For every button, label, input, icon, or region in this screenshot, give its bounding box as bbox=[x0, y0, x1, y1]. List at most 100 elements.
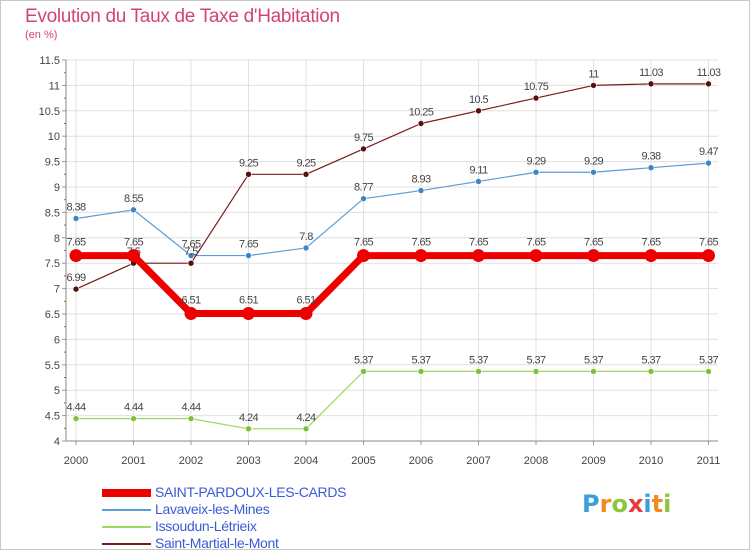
data-point-issoudun-l-trieix bbox=[360, 368, 367, 375]
data-label-issoudun-l-trieix: 5.37 bbox=[641, 354, 660, 366]
data-label-saint-pardoux-les-cards: 6.51 bbox=[296, 294, 315, 306]
y-tick-label: 6 bbox=[54, 334, 60, 346]
data-point-issoudun-l-trieix bbox=[647, 368, 655, 375]
data-label-saint-pardoux-les-cards: 7.65 bbox=[584, 237, 603, 249]
series-line-saint-pardoux-les-cards bbox=[76, 252, 709, 317]
data-label-lavaveix-les-mines: 7.8 bbox=[299, 231, 313, 243]
series-line-saint-martial-le-mont bbox=[75, 83, 709, 290]
series-line-lavaveix-les-mines bbox=[75, 162, 709, 257]
data-label-issoudun-l-trieix: 5.37 bbox=[354, 354, 373, 366]
data-point-saint-martial-le-mont bbox=[245, 171, 252, 178]
data-point-saint-pardoux-les-cards bbox=[644, 249, 658, 263]
data-label-lavaveix-les-mines: 9.29 bbox=[526, 155, 545, 167]
data-label-lavaveix-les-mines: 8.55 bbox=[124, 193, 143, 205]
data-label-issoudun-l-trieix: 5.37 bbox=[584, 354, 603, 366]
data-point-saint-pardoux-les-cards bbox=[69, 249, 83, 263]
x-tick-label: 2007 bbox=[466, 455, 490, 467]
data-label-lavaveix-les-mines: 9.47 bbox=[699, 146, 718, 158]
data-label-saint-martial-le-mont: 9.25 bbox=[296, 157, 315, 169]
data-point-lavaveix-les-mines bbox=[590, 168, 597, 176]
y-tick-label: 10 bbox=[48, 131, 60, 143]
logo-letter: t bbox=[651, 490, 664, 518]
logo-letter: o bbox=[611, 490, 628, 518]
x-tick-label: 2010 bbox=[639, 455, 663, 467]
chart-subtitle: (en %) bbox=[25, 29, 58, 41]
legend-label: Saint-Martial-le-Mont bbox=[155, 535, 279, 551]
data-label-saint-pardoux-les-cards: 7.65 bbox=[699, 237, 718, 249]
data-point-issoudun-l-trieix bbox=[130, 415, 137, 422]
x-tick-label: 2005 bbox=[351, 455, 375, 467]
plot-area bbox=[66, 60, 718, 441]
data-label-lavaveix-les-mines: 9.29 bbox=[584, 155, 603, 167]
data-label-issoudun-l-trieix: 5.37 bbox=[526, 354, 545, 366]
y-tick-label: 5.5 bbox=[45, 360, 60, 372]
data-label-lavaveix-les-mines: 7.65 bbox=[181, 239, 200, 251]
data-label-issoudun-l-trieix: 5.37 bbox=[469, 354, 488, 366]
data-point-lavaveix-les-mines bbox=[532, 168, 540, 176]
data-point-saint-pardoux-les-cards bbox=[184, 306, 198, 320]
y-tick-label: 11.5 bbox=[39, 55, 60, 67]
data-label-saint-martial-le-mont: 9.25 bbox=[239, 157, 258, 169]
logo-letter: r bbox=[599, 490, 612, 518]
data-point-saint-pardoux-les-cards bbox=[127, 249, 140, 263]
data-point-saint-pardoux-les-cards bbox=[357, 249, 370, 263]
data-label-saint-martial-le-mont: 10.25 bbox=[409, 107, 434, 119]
y-tick-label: 4 bbox=[54, 436, 60, 448]
data-label-saint-martial-le-mont: 11.03 bbox=[639, 67, 663, 79]
logo-letter: i bbox=[643, 490, 652, 518]
y-tick-label: 10.5 bbox=[39, 106, 60, 118]
data-label-lavaveix-les-mines: 8.38 bbox=[66, 201, 85, 213]
x-tick-label: 2003 bbox=[236, 455, 260, 467]
data-label-saint-pardoux-les-cards: 7.65 bbox=[411, 237, 430, 249]
data-label-saint-pardoux-les-cards: 7.65 bbox=[469, 237, 488, 249]
legend-swatch bbox=[102, 525, 151, 528]
legend-label: Lavaveix-les-Mines bbox=[155, 501, 270, 517]
data-point-saint-pardoux-les-cards bbox=[242, 306, 255, 320]
data-point-lavaveix-les-mines bbox=[302, 244, 310, 252]
x-tick-label: 2004 bbox=[294, 455, 318, 467]
data-label-saint-pardoux-les-cards: 7.65 bbox=[66, 237, 85, 249]
data-point-issoudun-l-trieix bbox=[475, 368, 482, 375]
data-point-lavaveix-les-mines bbox=[245, 252, 252, 259]
y-tick-label: 5 bbox=[54, 385, 60, 397]
data-point-lavaveix-les-mines bbox=[72, 215, 80, 222]
data-point-saint-martial-le-mont bbox=[187, 259, 195, 267]
data-point-issoudun-l-trieix bbox=[245, 425, 252, 433]
y-tick-label: 9 bbox=[54, 182, 60, 194]
series-line-issoudun-l-trieix bbox=[76, 370, 709, 430]
data-label-issoudun-l-trieix: 5.37 bbox=[699, 354, 718, 366]
logo-letter: P bbox=[582, 490, 600, 518]
data-label-issoudun-l-trieix: 4.44 bbox=[181, 402, 200, 414]
data-point-issoudun-l-trieix bbox=[705, 368, 712, 375]
data-label-saint-martial-le-mont: 7.5 bbox=[184, 246, 198, 258]
data-point-saint-martial-le-mont bbox=[475, 107, 482, 115]
data-point-lavaveix-les-mines bbox=[130, 206, 137, 214]
legend-swatch bbox=[102, 488, 151, 497]
data-label-issoudun-l-trieix: 5.37 bbox=[411, 354, 430, 366]
logo-letter: x bbox=[627, 490, 644, 518]
line-chart: 4 4.5 5 5.5 6 6.5 7 7.5 8 8.5 9 9.5 10 10.5 11 11.5 2000… bbox=[39, 55, 722, 467]
data-point-issoudun-l-trieix bbox=[590, 368, 597, 375]
data-point-saint-martial-le-mont bbox=[417, 120, 425, 127]
data-point-lavaveix-les-mines bbox=[187, 252, 195, 259]
y-tick-label: 8.5 bbox=[45, 207, 60, 219]
data-point-saint-pardoux-les-cards bbox=[529, 249, 543, 263]
data-label-lavaveix-les-mines: 9.38 bbox=[641, 151, 660, 163]
data-point-saint-martial-le-mont bbox=[705, 80, 712, 88]
data-point-issoudun-l-trieix bbox=[532, 368, 540, 375]
data-point-issoudun-l-trieix bbox=[187, 415, 195, 422]
data-point-saint-martial-le-mont bbox=[302, 171, 310, 178]
data-label-saint-martial-le-mont: 11 bbox=[588, 68, 599, 80]
data-point-saint-pardoux-les-cards bbox=[702, 249, 715, 263]
data-point-saint-martial-le-mont bbox=[590, 82, 597, 89]
y-tick-label: 7.5 bbox=[45, 258, 60, 270]
data-label-saint-martial-le-mont: 11.03 bbox=[697, 67, 721, 79]
data-point-lavaveix-les-mines bbox=[705, 159, 712, 167]
data-label-lavaveix-les-mines: 9.11 bbox=[469, 164, 488, 176]
data-label-saint-pardoux-les-cards: 7.65 bbox=[124, 237, 143, 249]
data-label-saint-pardoux-les-cards: 7.65 bbox=[526, 237, 545, 249]
y-tick-label: 11 bbox=[49, 80, 60, 92]
logo-letter: i bbox=[663, 490, 672, 518]
y-tick-label: 7 bbox=[54, 284, 60, 296]
legend-label: Issoudun-Létrieix bbox=[155, 518, 257, 534]
